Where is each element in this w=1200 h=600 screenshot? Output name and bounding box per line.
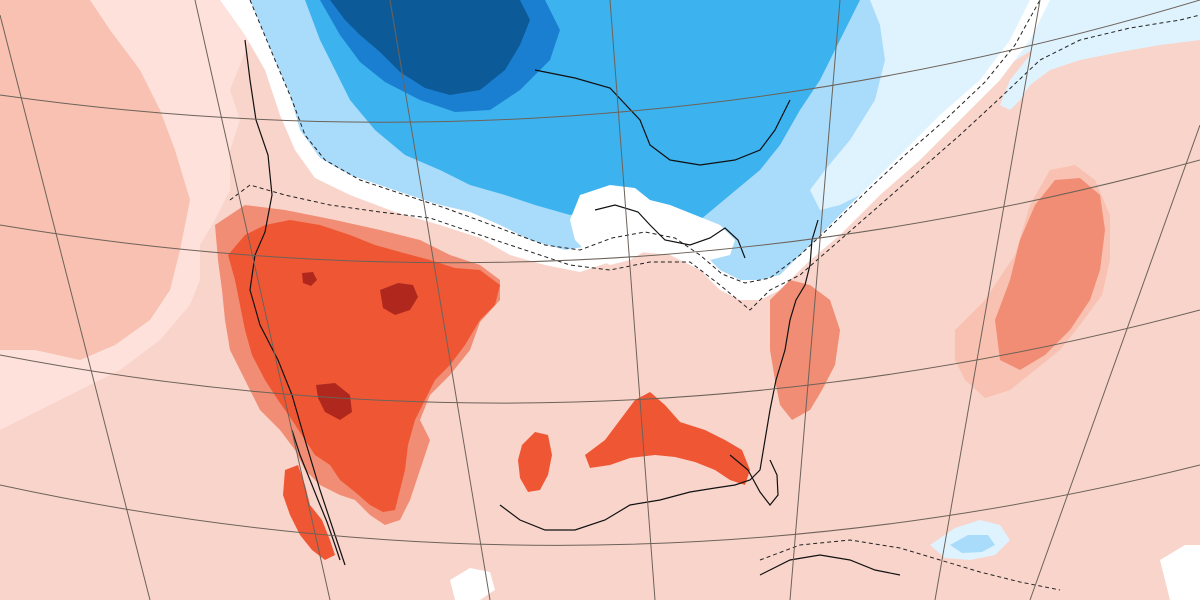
coastline-west [244,39,346,566]
atlantic-cool-light-small [1000,0,1200,110]
south-cool-patch [1160,545,1200,600]
gulf-neutral-patch [450,568,495,600]
contour-islands [759,539,1061,591]
canada-coldest-core [330,0,530,95]
longitude-line-7 [1029,124,1200,600]
texas-hot-region [518,432,552,492]
east-coast-warm-strip [770,280,840,420]
longitude-line-2 [194,0,331,600]
zero-contour-north [249,0,1041,284]
longitude-line-5 [789,0,841,600]
caribbean-cool-core [950,535,995,553]
usa-hottest-spot-3 [302,272,317,286]
great-lakes-neutral [570,185,735,265]
longitude-line-6 [934,0,1041,600]
coastline-great-lakes [594,204,746,259]
latitude-line-30 [0,464,1200,546]
coastline-baja [291,429,341,561]
coastline-hudson-bay [534,69,791,166]
southeast-hot-region [585,392,750,485]
neutral-zone-north [220,0,1050,300]
usa-hot-region [228,220,500,512]
longitude-line-1 [0,14,151,600]
longitude-line-4 [609,0,656,600]
usa-hottest-spot-1 [380,283,418,315]
atlantic-warm-shade [995,178,1105,370]
coastline-east [759,219,819,471]
latitude-line-50 [0,159,1200,264]
pacific-warm-shade [0,0,190,360]
coastline-caribbean [759,554,901,576]
coastlines [244,39,901,576]
zero-contour-south [229,14,1200,311]
latitude-line-40 [0,309,1200,404]
coastline-gulf [499,469,761,531]
usa-hottest-spot-2 [316,383,352,420]
longitude-line-3 [389,0,491,600]
coastline-florida [729,454,779,506]
mexico-hot-region [283,465,335,560]
latitude-line-60 [0,0,1200,123]
